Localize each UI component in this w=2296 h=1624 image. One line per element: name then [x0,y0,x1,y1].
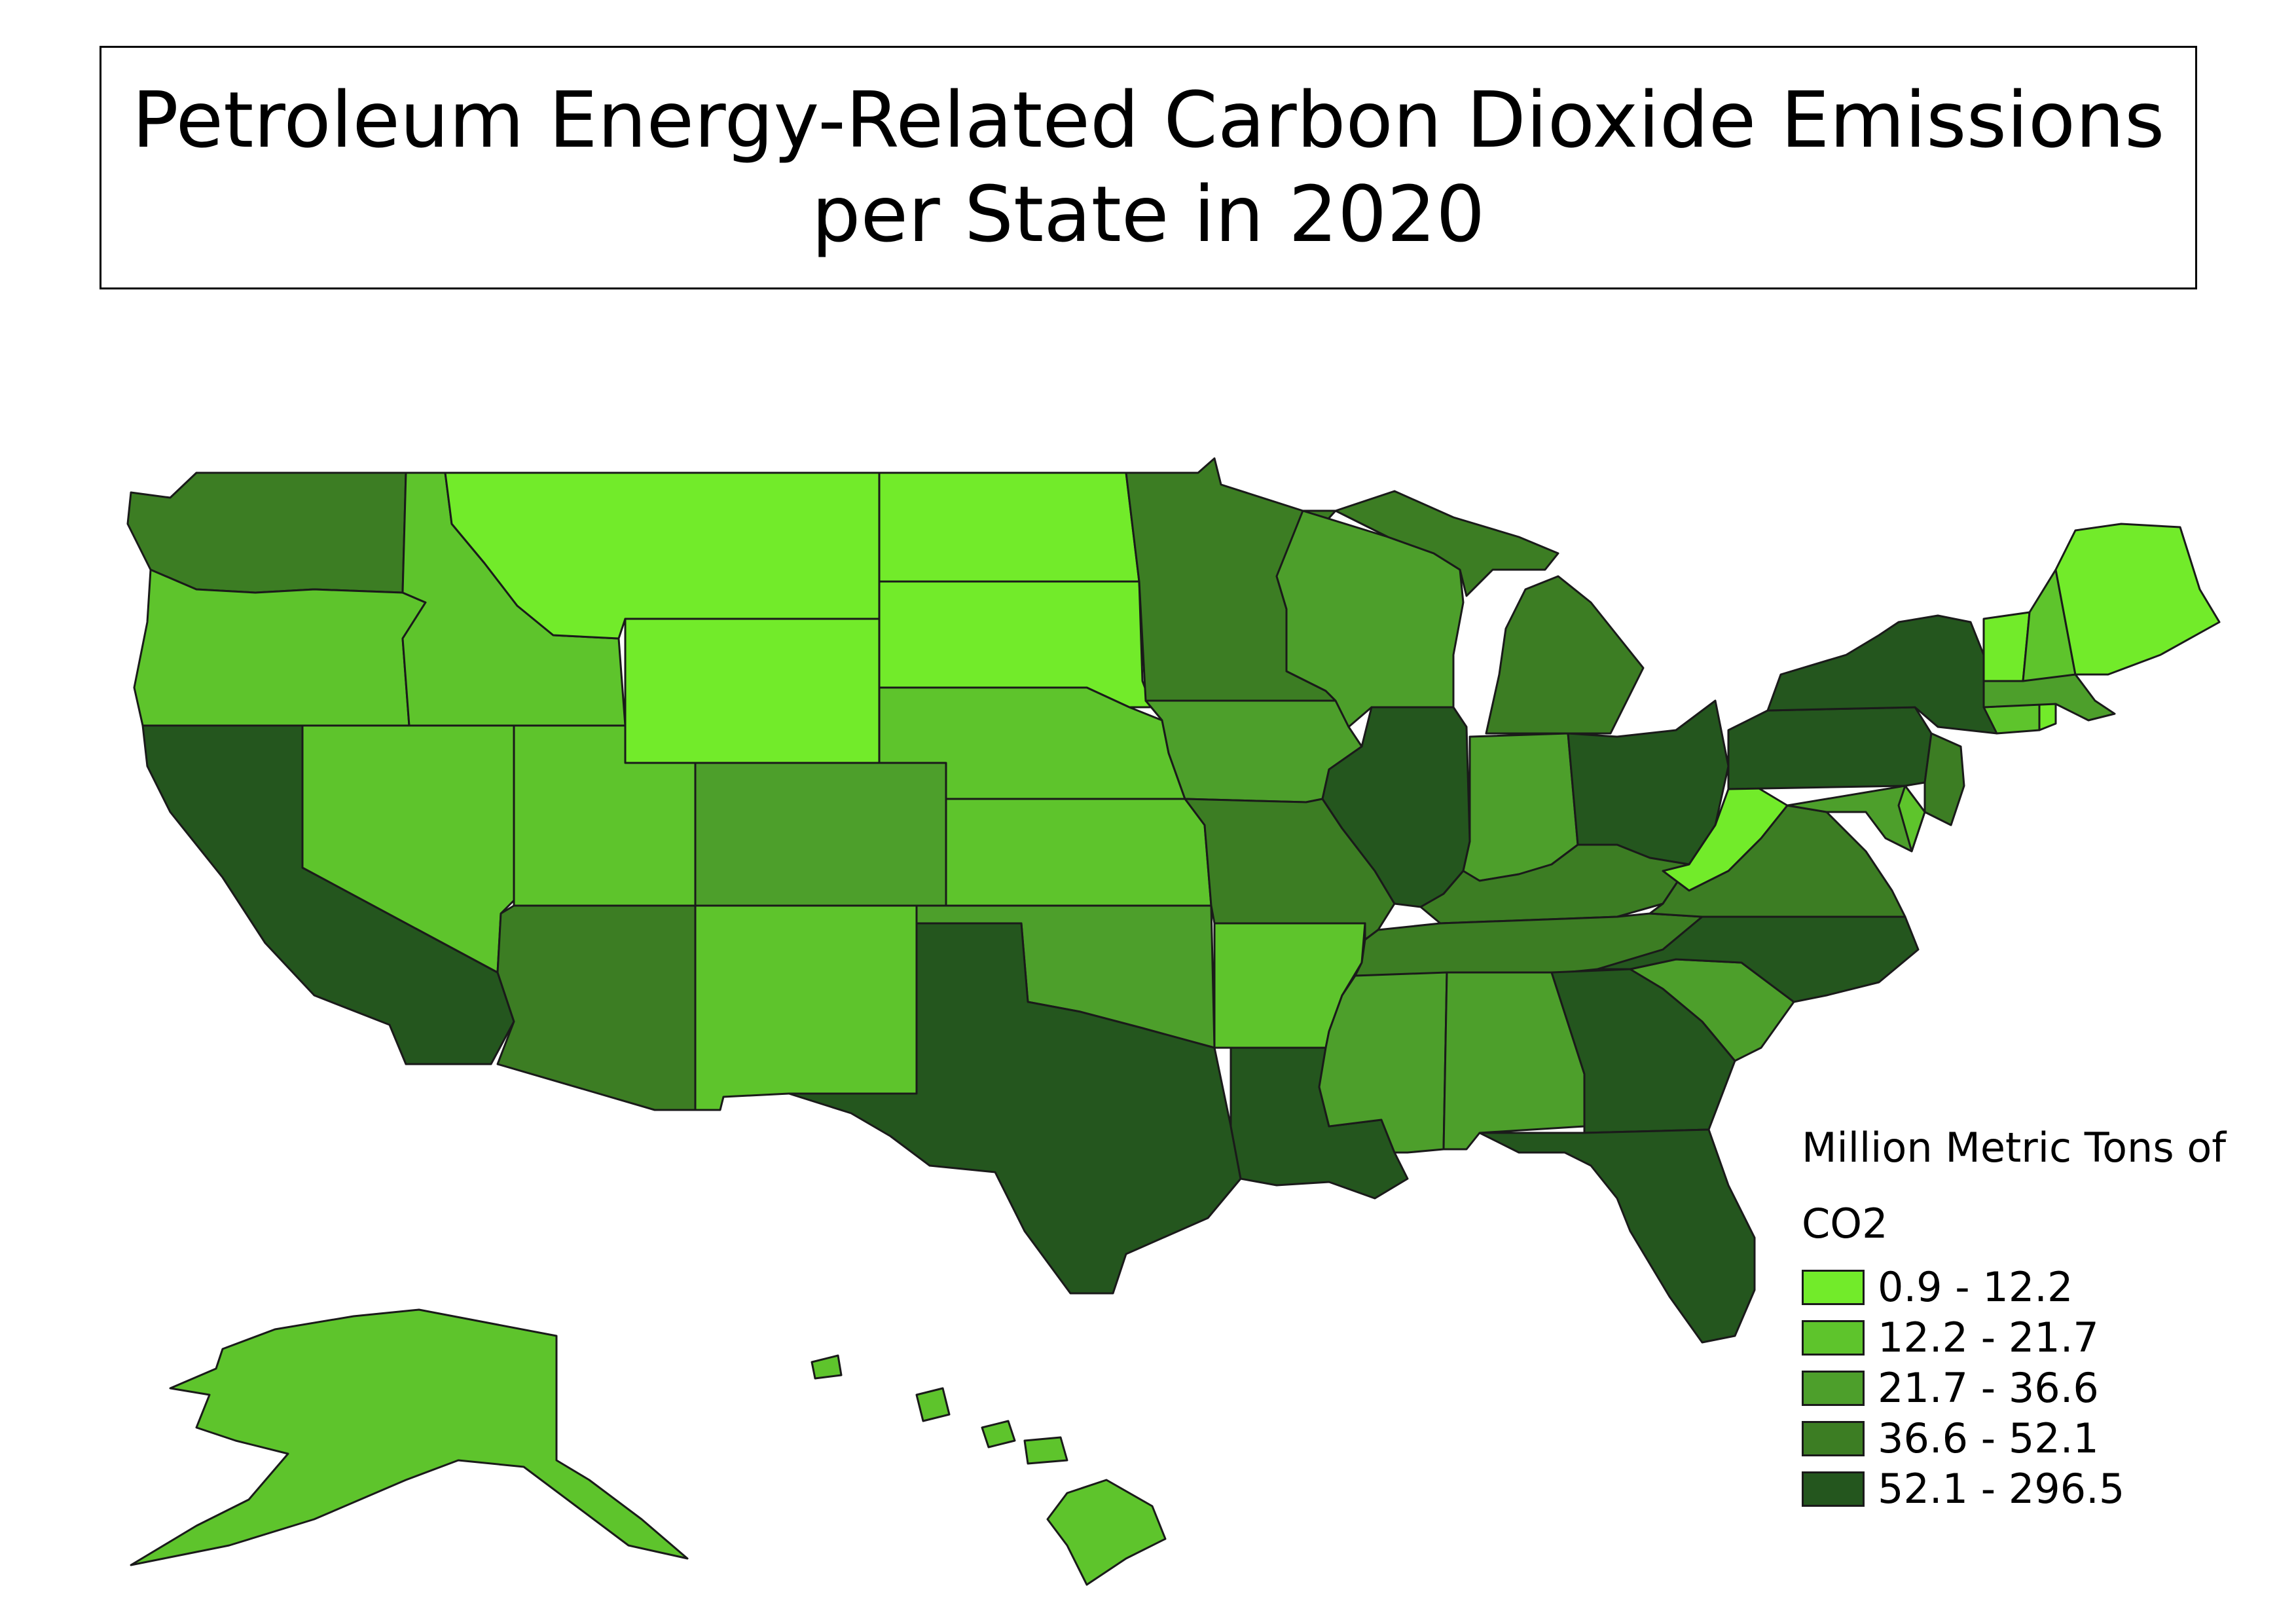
state-oregon [133,568,427,727]
legend-label: 12.2 - 21.7 [1878,1314,2099,1361]
legend-label: 36.6 - 52.1 [1878,1414,2099,1462]
legend-label: 21.7 - 36.6 [1878,1364,2099,1412]
legend-item: 21.7 - 36.6 [1802,1363,2273,1413]
state-rhode-island [2038,703,2057,731]
state-north-dakota [878,471,1140,583]
legend-swatch [1802,1471,1865,1507]
state-colorado [694,762,947,907]
legend-swatch [1802,1420,1865,1456]
state-michigan [1334,490,1645,735]
legend-item: 36.6 - 52.1 [1802,1413,2273,1464]
legend-label: 0.9 - 12.2 [1878,1263,2073,1311]
legend-swatch [1802,1320,1865,1356]
state-vermont [1982,611,2031,682]
legend-label: 52.1 - 296.5 [1878,1465,2125,1513]
title-box: Petroleum Energy-Related Carbon Dioxide … [100,46,2197,289]
legend-items: 0.9 - 12.2 12.2 - 21.7 21.7 - 36.6 36.6 - 5… [1802,1262,2273,1514]
state-kansas [945,798,1212,907]
map-title: Petroleum Energy-Related Carbon Dioxide … [132,75,2165,259]
state-alaska [130,1308,689,1566]
state-massachusetts [1982,673,2116,722]
legend-swatch [1802,1370,1865,1406]
legend-item: 52.1 - 296.5 [1802,1464,2273,1514]
state-new-jersey [1923,732,1965,826]
state-west-virginia [1662,784,1789,892]
state-washington [126,471,407,594]
state-texas [788,922,1242,1295]
state-hawaii [811,1354,1167,1586]
state-maine [2054,523,2221,676]
state-north-carolina [1596,915,1920,1003]
state-pennsylvania [1727,706,1933,790]
state-delaware [1897,784,1926,853]
state-wyoming [624,618,881,764]
legend-item: 0.9 - 12.2 [1802,1262,2273,1312]
legend-swatch [1802,1269,1865,1305]
legend: Million Metric Tons of CO2 0.9 - 12.2 12.… [1802,1110,2273,1514]
legend-title: Million Metric Tons of CO2 [1802,1124,2227,1247]
state-florida [1478,1128,1756,1344]
legend-item: 12.2 - 21.7 [1802,1312,2273,1363]
state-new-mexico [694,904,918,1111]
state-arizona [496,904,697,1111]
